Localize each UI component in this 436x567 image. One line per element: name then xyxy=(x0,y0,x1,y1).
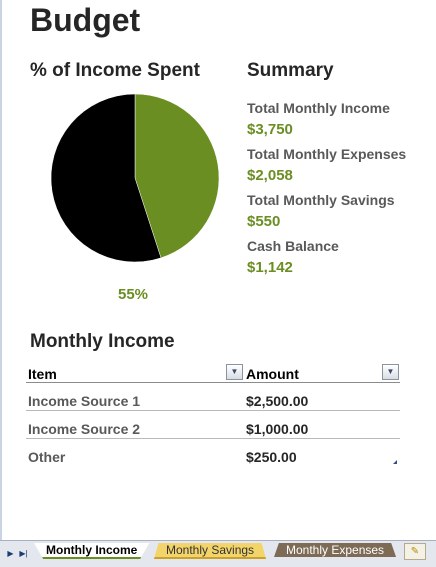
tab-monthly-savings[interactable]: Monthly Savings xyxy=(154,543,267,559)
cell-amount[interactable]: $2,500.00 xyxy=(246,393,309,409)
table-row[interactable]: Other $250.00 xyxy=(26,439,400,466)
monthly-income-table: Item ▼ Amount ▼ Income Source 1 $2,500.0… xyxy=(26,362,400,466)
monthly-income-title: Monthly Income xyxy=(30,331,175,352)
summary-label: Total Monthly Expenses xyxy=(247,146,407,162)
summary-value: $550 xyxy=(247,213,281,230)
summary-item-cash-balance: Cash Balance $1,142 xyxy=(247,238,432,284)
pie-percent-label: 55% xyxy=(118,286,149,303)
scroll-tabs-right-icon[interactable]: ▶ xyxy=(7,549,14,558)
summary-value: $3,750 xyxy=(247,121,293,138)
summary-list: Total Monthly Income $3,750 Total Monthl… xyxy=(247,100,432,284)
window-left-border xyxy=(0,0,2,540)
chart-title: % of Income Spent xyxy=(30,60,200,81)
summary-value: $2,058 xyxy=(247,167,293,184)
summary-item-income: Total Monthly Income $3,750 xyxy=(247,100,432,146)
tab-monthly-expenses[interactable]: Monthly Expenses xyxy=(274,543,397,557)
page-title: Budget xyxy=(30,2,141,38)
cell-item[interactable]: Income Source 2 xyxy=(28,421,141,437)
dropdown-arrow-icon[interactable]: ▼ xyxy=(226,364,243,380)
summary-title: Summary xyxy=(247,60,334,81)
tab-monthly-income[interactable]: Monthly Income xyxy=(34,543,150,559)
pie-slice-spent[interactable] xyxy=(50,93,162,263)
table-row[interactable]: Income Source 2 $1,000.00 xyxy=(26,411,400,439)
cell-amount[interactable]: $1,000.00 xyxy=(246,421,309,437)
summary-label: Cash Balance xyxy=(247,238,339,254)
insert-sheet-icon[interactable]: ✎ xyxy=(404,543,426,560)
cell-item[interactable]: Income Source 1 xyxy=(28,393,141,409)
summary-value: $1,142 xyxy=(247,259,293,276)
column-header-item[interactable]: Item xyxy=(28,366,57,382)
scroll-tabs-last-icon[interactable]: ▶| xyxy=(19,549,28,558)
pie-slice-remaining[interactable] xyxy=(134,93,220,259)
pie-chart[interactable] xyxy=(50,93,220,263)
summary-item-expenses: Total Monthly Expenses $2,058 xyxy=(247,146,432,192)
summary-label: Total Monthly Income xyxy=(247,100,390,116)
column-header-amount[interactable]: Amount xyxy=(246,366,299,382)
dropdown-arrow-icon[interactable]: ▼ xyxy=(382,364,399,380)
table-header-row: Item ▼ Amount ▼ xyxy=(26,362,400,383)
cell-amount[interactable]: $250.00 xyxy=(246,449,297,465)
sheet-tab-bar: ▶ ▶| Monthly Income Monthly Savings Mont… xyxy=(0,540,436,567)
summary-label: Total Monthly Savings xyxy=(247,192,395,208)
cell-item[interactable]: Other xyxy=(28,449,66,465)
table-row[interactable]: Income Source 1 $2,500.00 xyxy=(26,383,400,411)
table-resize-handle[interactable] xyxy=(393,460,397,464)
summary-item-savings: Total Monthly Savings $550 xyxy=(247,192,432,238)
